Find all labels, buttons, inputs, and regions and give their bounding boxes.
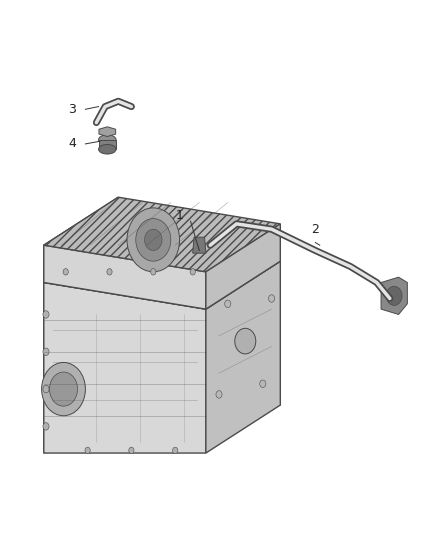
Circle shape [43, 423, 49, 430]
Circle shape [43, 348, 49, 356]
Circle shape [260, 380, 266, 387]
Polygon shape [193, 237, 206, 253]
Circle shape [190, 269, 195, 275]
Polygon shape [44, 235, 118, 453]
Ellipse shape [99, 135, 116, 144]
Text: 2: 2 [311, 223, 319, 236]
Circle shape [85, 447, 90, 454]
Polygon shape [44, 197, 280, 272]
Circle shape [49, 372, 78, 406]
Circle shape [235, 328, 256, 354]
Polygon shape [99, 140, 116, 149]
Circle shape [225, 300, 231, 308]
Polygon shape [44, 235, 280, 309]
Circle shape [42, 362, 85, 416]
Ellipse shape [99, 144, 116, 154]
Text: 1: 1 [176, 209, 184, 222]
Circle shape [127, 208, 180, 272]
Circle shape [43, 311, 49, 318]
Text: 4: 4 [68, 138, 76, 150]
Polygon shape [99, 127, 116, 136]
Polygon shape [381, 277, 407, 314]
Polygon shape [206, 224, 280, 309]
Circle shape [173, 447, 178, 454]
Circle shape [145, 229, 162, 251]
Polygon shape [44, 282, 206, 453]
Polygon shape [206, 261, 280, 453]
Circle shape [216, 391, 222, 398]
Circle shape [151, 269, 156, 275]
Polygon shape [44, 245, 206, 309]
Circle shape [268, 295, 275, 302]
Circle shape [136, 219, 171, 261]
Circle shape [63, 269, 68, 275]
Text: 3: 3 [68, 103, 76, 116]
Polygon shape [44, 197, 118, 282]
Circle shape [129, 447, 134, 454]
Circle shape [107, 269, 112, 275]
Circle shape [386, 286, 402, 305]
Circle shape [43, 385, 49, 393]
